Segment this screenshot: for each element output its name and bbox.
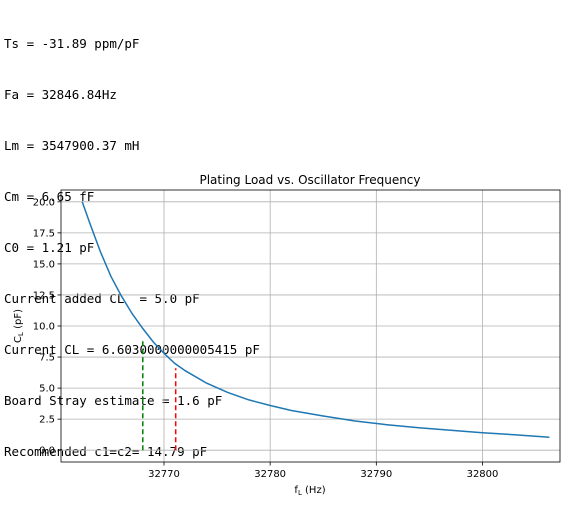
- console-line-board-stray: Board Stray estimate = 1.6 pF: [4, 393, 223, 408]
- y-tick-label: 17.5: [33, 228, 55, 239]
- console-line-lm: Lm = 3547900.37 mH: [4, 138, 140, 153]
- y-axis-label: CL (pF): [13, 309, 25, 343]
- x-tick-label: 32770: [148, 469, 180, 480]
- console-line-c0: C0 = 1.21 pF: [4, 240, 95, 255]
- y-tick-label: 12.5: [33, 290, 55, 301]
- console-line-ts: Ts = -31.89 ppm/pF: [4, 36, 140, 51]
- y-tick-label: 15.0: [33, 259, 55, 270]
- x-tick-label: 32800: [467, 469, 499, 480]
- console-line-fa: Fa = 32846.84Hz: [4, 87, 117, 102]
- y-tick-label: 7.5: [39, 353, 55, 364]
- x-tick-label: 32790: [360, 469, 392, 480]
- axis-ticks: 32770 32780 32790 32800 0.0 2.5 5.0 7.5 10.0 12.5…: [33, 197, 499, 480]
- console-output: Ts = -31.89 ppm/pF Fa = 32846.84Hz Lm = …: [4, 1, 260, 477]
- chart-title: Plating Load vs. Oscillator Frequency: [199, 173, 420, 187]
- y-tick-label: 20.0: [33, 197, 55, 208]
- x-tick-label: 32780: [254, 469, 286, 480]
- y-tick-label: 2.5: [39, 415, 55, 426]
- series-lines: [81, 201, 550, 451]
- series-line-1: [81, 201, 550, 438]
- grid: [61, 190, 560, 462]
- y-tick-label: 10.0: [33, 322, 55, 333]
- console-line-current-cl: Current CL = 6.6030000000005415 pF: [4, 342, 260, 357]
- y-tick-label: 0.0: [39, 446, 55, 457]
- y-tick-label: 5.0: [39, 384, 55, 395]
- x-axis-label: fL (Hz): [294, 485, 325, 497]
- plot-frame: [60, 189, 561, 463]
- console-line-cm: Cm = 6.65 fF: [4, 189, 95, 204]
